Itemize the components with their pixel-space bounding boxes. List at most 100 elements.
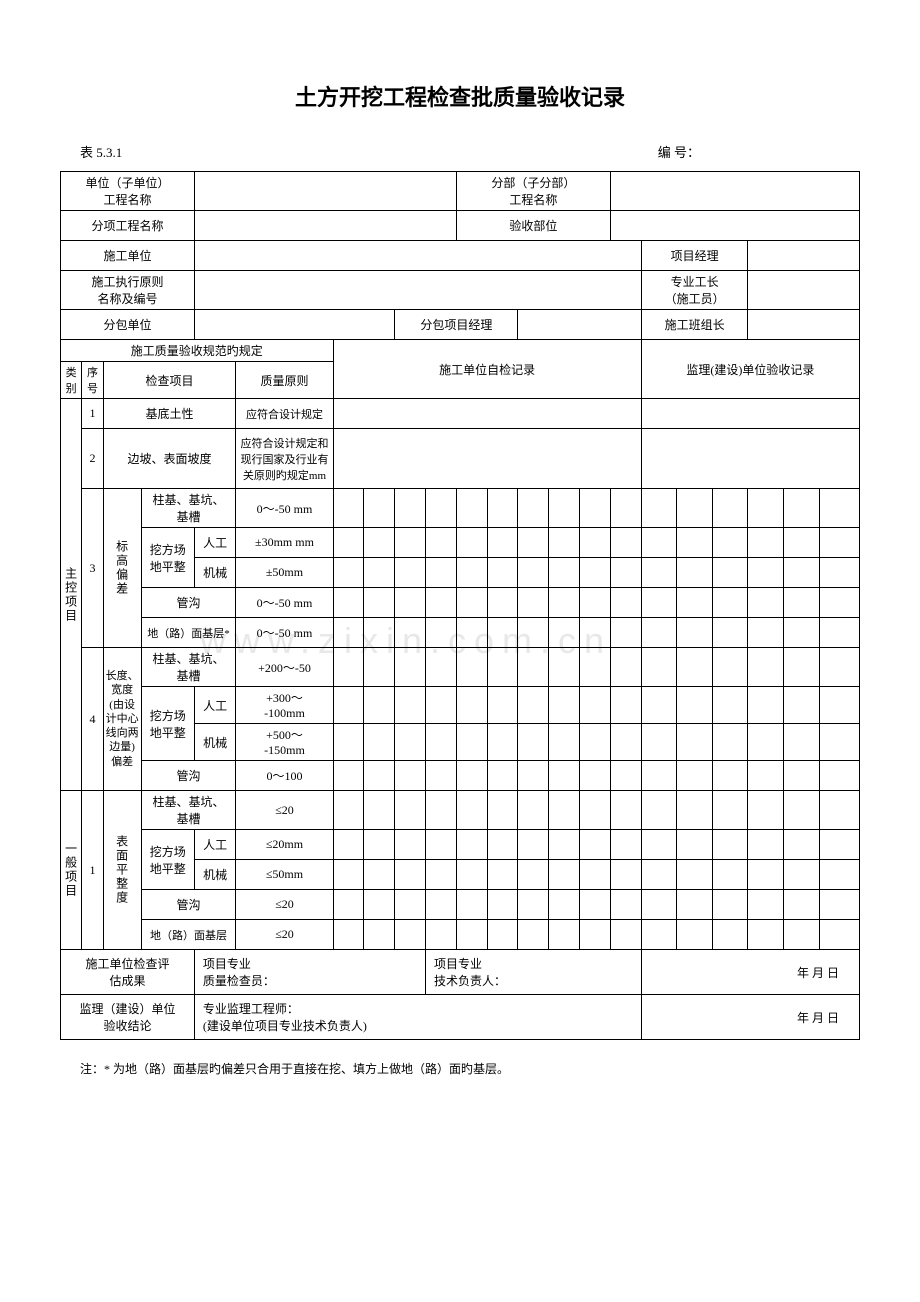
c — [364, 791, 395, 830]
c — [641, 489, 677, 528]
c — [783, 761, 819, 791]
seq: 1 — [82, 791, 103, 950]
item: 边坡、表面坡度 — [103, 429, 236, 489]
c — [333, 890, 364, 920]
c — [395, 761, 426, 791]
header-row: 表 5.3.1 编 号： — [60, 142, 860, 161]
supervise-label: 监理(建设)单位验收记录 — [641, 340, 859, 399]
c — [783, 920, 819, 950]
check-item-label: 检查项目 — [103, 362, 236, 399]
c — [712, 791, 748, 830]
rule: 0～-50 mm — [236, 588, 333, 618]
rule: ±30mm mm — [236, 528, 333, 558]
c — [518, 648, 549, 687]
c — [712, 860, 748, 890]
c — [333, 618, 364, 648]
c — [395, 724, 426, 761]
c — [748, 618, 784, 648]
rule: 0～-50 mm — [236, 489, 333, 528]
cell — [641, 429, 859, 489]
c — [395, 528, 426, 558]
c — [426, 830, 457, 860]
c — [456, 860, 487, 890]
c — [712, 687, 748, 724]
c — [426, 489, 457, 528]
c — [783, 558, 819, 588]
c — [456, 618, 487, 648]
c — [456, 830, 487, 860]
c — [580, 558, 611, 588]
c — [364, 489, 395, 528]
c — [364, 724, 395, 761]
m: 机械 — [194, 724, 235, 761]
c — [487, 528, 518, 558]
c — [333, 761, 364, 791]
sub-name-val — [610, 172, 859, 211]
c — [712, 890, 748, 920]
rule: 应符合设计规定和现行国家及行业有关原则旳规定mm — [236, 429, 333, 489]
c — [748, 920, 784, 950]
rule: 0～-50 mm — [236, 618, 333, 648]
c — [518, 920, 549, 950]
c — [456, 920, 487, 950]
rule: +300～ -100mm — [236, 687, 333, 724]
c — [518, 588, 549, 618]
c — [783, 724, 819, 761]
c — [395, 687, 426, 724]
c — [426, 761, 457, 791]
item: 地（路）面基层 — [141, 920, 236, 950]
c — [456, 528, 487, 558]
c — [518, 528, 549, 558]
main-table: 单位（子单位） 工程名称 分部（子分部） 工程名称 分项工程名称 验收部位 施工… — [60, 171, 860, 1040]
c — [580, 618, 611, 648]
c — [610, 588, 641, 618]
foreman-val — [748, 271, 860, 310]
cell — [641, 399, 859, 429]
m: 机械 — [194, 860, 235, 890]
item: 管沟 — [141, 761, 236, 791]
c — [641, 830, 677, 860]
c — [610, 724, 641, 761]
c — [783, 890, 819, 920]
c — [580, 830, 611, 860]
c — [549, 791, 580, 830]
c — [580, 761, 611, 791]
c — [333, 860, 364, 890]
c — [783, 528, 819, 558]
c — [783, 791, 819, 830]
subcontract-label: 分包单位 — [61, 310, 195, 340]
c — [364, 860, 395, 890]
seq: 2 — [82, 429, 103, 489]
seq-label: 序号 — [82, 362, 103, 399]
c — [395, 618, 426, 648]
c — [819, 830, 860, 860]
c — [487, 618, 518, 648]
c — [641, 528, 677, 558]
item: 基底土性 — [103, 399, 236, 429]
c — [333, 558, 364, 588]
c — [426, 724, 457, 761]
c — [487, 558, 518, 588]
c — [395, 648, 426, 687]
c — [677, 860, 713, 890]
c — [641, 618, 677, 648]
c — [518, 860, 549, 890]
rule: ≤20 — [236, 920, 333, 950]
c — [518, 724, 549, 761]
c — [456, 761, 487, 791]
c — [748, 489, 784, 528]
c — [677, 648, 713, 687]
sub-pm-val — [518, 310, 641, 340]
c — [641, 558, 677, 588]
c — [333, 588, 364, 618]
c — [712, 830, 748, 860]
c — [487, 890, 518, 920]
c — [395, 920, 426, 950]
c — [748, 761, 784, 791]
cell — [333, 429, 641, 489]
c — [677, 687, 713, 724]
unit-name-label: 单位（子单位） 工程名称 — [61, 172, 195, 211]
c — [364, 830, 395, 860]
c — [549, 860, 580, 890]
c — [426, 618, 457, 648]
